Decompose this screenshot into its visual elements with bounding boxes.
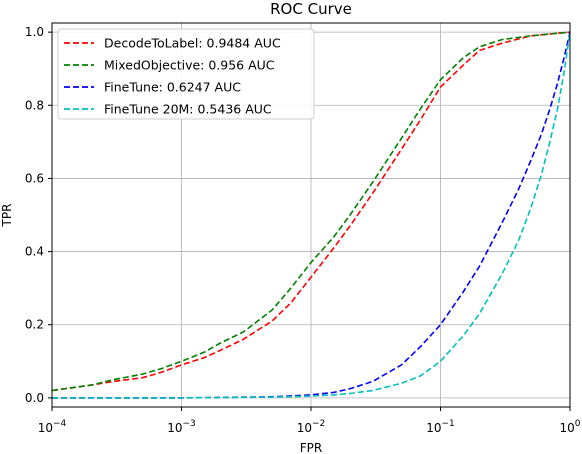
legend-label: DecodeToLabel: 0.9484 AUC — [104, 36, 281, 51]
x-tick-label: 10−4 — [38, 419, 67, 435]
y-tick-label: 0.4 — [25, 245, 44, 259]
y-tick-label: 1.0 — [25, 25, 44, 39]
legend-label: MixedObjective: 0.956 AUC — [104, 58, 275, 73]
x-tick-label: 10−2 — [297, 419, 326, 435]
y-tick-label: 0.0 — [25, 391, 44, 405]
x-tick-label: 10−1 — [426, 419, 455, 435]
y-tick-label: 0.6 — [25, 171, 44, 185]
series-lines — [51, 31, 571, 399]
series-line-2 — [51, 31, 571, 392]
y-tick-label: 0.8 — [25, 98, 44, 112]
x-axis-label: FPR — [300, 441, 322, 454]
legend: DecodeToLabel: 0.9484 AUC MixedObjective:… — [57, 28, 315, 120]
x-tick-label: 100 — [559, 419, 580, 435]
series-line-1 — [51, 31, 571, 392]
x-axis-ticks: 10−4 10−3 10−2 10−1 100 — [38, 407, 581, 435]
y-axis-label: TPR — [0, 204, 14, 228]
chart-title: ROC Curve — [270, 0, 352, 18]
legend-box — [57, 28, 315, 120]
series-line-4 — [52, 31, 571, 399]
y-tick-label: 0.2 — [25, 318, 44, 332]
y-axis-ticks: 0.0 0.2 0.4 0.6 0.8 1.0 — [25, 25, 52, 405]
legend-label: FineTune 20M: 0.5436 AUC — [104, 102, 272, 117]
legend-label: FineTune: 0.6247 AUC — [104, 80, 241, 95]
x-tick-label: 10−3 — [167, 419, 196, 435]
series-line-3 — [52, 31, 571, 399]
